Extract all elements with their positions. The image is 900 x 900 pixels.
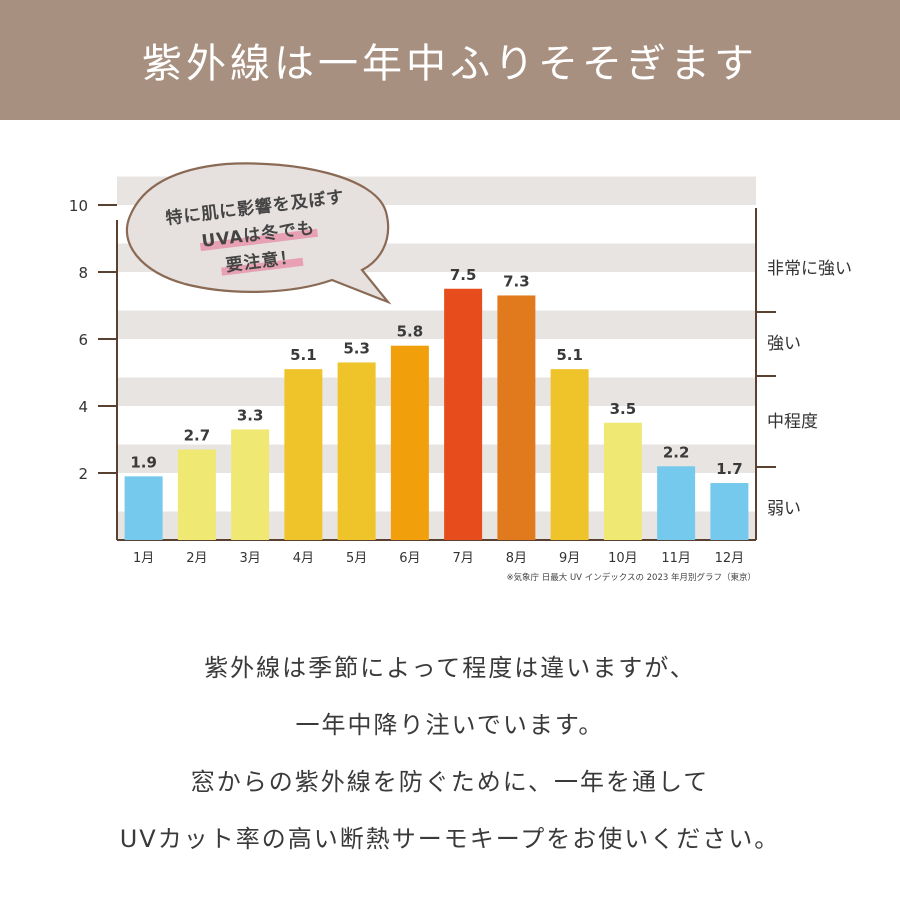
bar	[177, 449, 216, 540]
right-axis-label: 非常に強い	[767, 259, 852, 279]
bar-value-label: 1.9	[130, 453, 157, 471]
bar-value-label: 1.7	[716, 460, 743, 478]
bar	[390, 345, 429, 540]
uv-index-chart: 2 4 6 8 10 1.9 2.7 3.3 5.1 5.3 5.8 7.5 7.3 5.1 3.5 2.2…	[69, 162, 852, 566]
body-text: 紫外線は季節によって程度は違いますが、 一年中降り注いでいます。 窓からの紫外線…	[0, 640, 900, 868]
x-tick-label: 7月	[452, 551, 473, 566]
x-axis-labels: 1月 2月 3月 4月 5月 6月 7月 8月 9月 10月 11月 12月	[133, 551, 744, 566]
bar	[231, 429, 270, 540]
chart-axes	[116, 208, 757, 541]
chart-source-note: ※気象庁 日最大 UV インデックスの 2023 年月別グラフ（東京）	[506, 573, 756, 583]
right-axis-label: 弱い	[767, 499, 801, 519]
bar-value-label: 2.7	[184, 427, 211, 445]
bar-value-label: 5.1	[556, 346, 583, 364]
grid-band	[117, 444, 756, 473]
x-tick-label: 1月	[133, 551, 154, 566]
bar-value-label: 5.8	[397, 323, 424, 341]
body-line-3: 窓からの紫外線を防ぐために、一年を通して	[190, 768, 710, 796]
y-axis-ticks: 2 4 6 8 10	[69, 197, 117, 483]
right-axis-label: 強い	[767, 334, 801, 354]
bar-value-label: 7.3	[503, 272, 530, 290]
y-tick-label: 4	[78, 398, 88, 416]
x-tick-label: 5月	[346, 551, 367, 566]
speech-bubble-shape	[125, 162, 392, 305]
x-tick-label: 2月	[186, 551, 207, 566]
bar	[284, 369, 323, 540]
y-tick-label: 8	[78, 264, 88, 282]
bar	[124, 476, 163, 540]
y-tick-label: 2	[78, 465, 88, 483]
text-highlight	[199, 228, 319, 252]
bar	[497, 295, 536, 540]
x-tick-label: 3月	[239, 551, 260, 566]
header-banner: 紫外線は一年中ふりそそぎます	[0, 0, 900, 120]
grid-band	[117, 377, 756, 406]
bar-value-label: 3.5	[610, 400, 637, 418]
bar	[337, 362, 376, 540]
bar	[550, 369, 589, 540]
bar-value-label: 5.1	[290, 346, 317, 364]
bar-value-label: 5.3	[343, 339, 370, 357]
x-tick-label: 9月	[559, 551, 580, 566]
bar	[657, 466, 696, 540]
x-tick-label: 12月	[715, 551, 745, 566]
bar-value-label: 3.3	[237, 406, 264, 424]
x-tick-label: 4月	[293, 551, 314, 566]
y-tick-label: 6	[78, 331, 88, 349]
bar	[603, 422, 642, 540]
body-line-1: 紫外線は季節によって程度は違いますが、	[204, 654, 696, 682]
body-line-4: UVカット率の高い断熱サーモキープをお使いください。	[119, 825, 781, 853]
y-tick-label: 10	[69, 197, 88, 215]
x-tick-label: 6月	[399, 551, 420, 566]
right-axis-label: 中程度	[767, 412, 818, 432]
bar	[710, 483, 749, 540]
bar	[444, 288, 483, 540]
page-title: 紫外線は一年中ふりそそぎます	[142, 41, 758, 87]
x-tick-label: 8月	[506, 551, 527, 566]
body-line-2: 一年中降り注いでいます。	[295, 711, 605, 739]
bar-value-label: 7.5	[450, 266, 477, 284]
text-highlight	[221, 257, 304, 276]
grid-band	[117, 310, 756, 339]
bar-series: 1.9 2.7 3.3 5.1 5.3 5.8 7.5 7.3 5.1 3.5 2.2 1.7	[124, 266, 749, 540]
grid-band	[117, 511, 756, 540]
x-tick-label: 11月	[661, 551, 691, 566]
bar-value-label: 2.2	[663, 443, 690, 461]
x-tick-label: 10月	[608, 551, 638, 566]
